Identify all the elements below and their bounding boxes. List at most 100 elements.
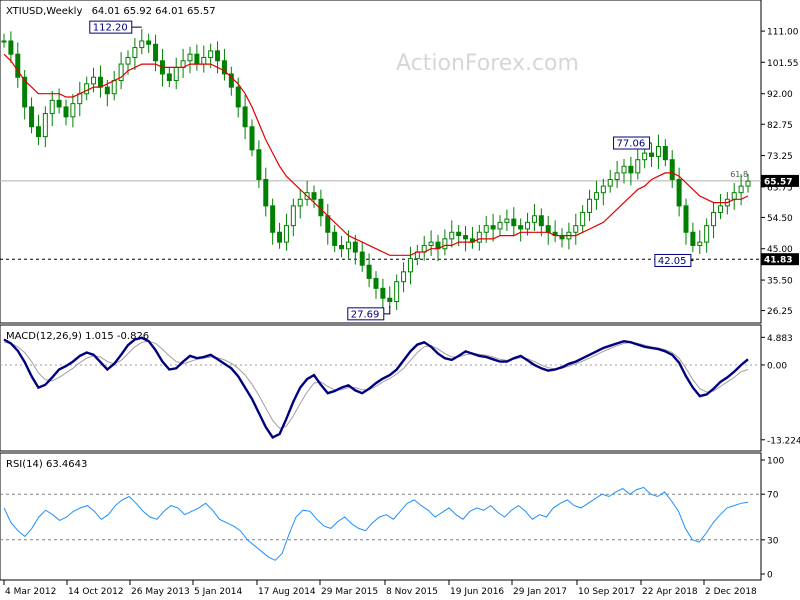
candle-body	[483, 225, 489, 233]
candle-body	[56, 99, 62, 108]
moving-average-line	[3, 53, 749, 256]
candle-body	[15, 53, 21, 78]
candle-body	[649, 152, 655, 157]
price-y-tick-label: 73.25	[767, 152, 793, 162]
candle-body	[504, 218, 510, 223]
macd-panel	[0, 324, 762, 452]
candle-body	[449, 231, 455, 240]
annotation-label: 42.05	[658, 256, 687, 267]
candle-body	[683, 205, 689, 233]
candle-body	[614, 172, 620, 180]
candle-body	[359, 251, 365, 266]
candle-body	[366, 264, 372, 279]
candle-body	[42, 113, 48, 138]
candle-body	[339, 244, 345, 250]
candle-body	[456, 231, 462, 237]
candle-body	[518, 225, 524, 230]
candle-body	[104, 86, 110, 95]
candle-body	[118, 63, 124, 82]
candle-body	[380, 287, 386, 299]
candle-body	[277, 231, 283, 243]
candle-body	[187, 53, 193, 62]
price-y-axis: 111.00 101.55 92.00 82.75 73.25 63.75 54.50 45.…	[761, 28, 799, 317]
candle-body	[263, 178, 269, 207]
candle-body	[256, 149, 262, 180]
candle-body	[593, 192, 599, 200]
x-tick-label: 10 Sep 2017	[578, 587, 635, 597]
candle-body	[463, 235, 469, 240]
candle-body	[738, 185, 744, 194]
candle-body	[580, 211, 586, 227]
level-label-box	[761, 174, 799, 187]
candle-body	[125, 56, 131, 65]
macd-y-tick-label: -13.224	[767, 436, 800, 446]
candle-body	[84, 83, 90, 95]
candle-body	[215, 50, 221, 62]
candle-body	[511, 218, 517, 227]
annotation-box	[613, 136, 651, 150]
price-y-tick-label: 92.00	[767, 90, 793, 100]
candle-body	[249, 126, 255, 151]
candle-body	[573, 225, 579, 233]
macd-y-tick-label: 0.00	[767, 361, 787, 371]
candle-body	[29, 106, 35, 128]
candle-body	[208, 50, 214, 58]
candle-body	[676, 178, 682, 207]
candle-body	[221, 60, 227, 75]
price-panel	[0, 0, 762, 324]
candle-body	[194, 53, 200, 65]
price-y-tick-label: 45.00	[767, 245, 793, 255]
candle-body	[35, 126, 41, 138]
candle-body	[270, 205, 276, 233]
symbol-label: XTIUSD,Weekly	[6, 6, 82, 17]
rsi-y-tick-label: 0	[767, 571, 773, 581]
candle-body	[697, 241, 703, 246]
candle-body	[325, 215, 331, 233]
level-label-box	[761, 253, 799, 266]
candle-body	[91, 76, 97, 85]
price-horizontal-levels: 65.57 41.83	[0, 174, 799, 266]
candle-body	[428, 241, 434, 246]
x-tick-label: 8 Nov 2015	[386, 587, 438, 597]
rsi-line	[3, 486, 749, 561]
candle-body	[70, 103, 76, 118]
rsi-y-tick-label: 70	[767, 491, 779, 501]
rsi-y-tick-label: 30	[767, 536, 779, 546]
candle-body	[77, 93, 83, 105]
candle-body	[139, 40, 145, 49]
x-tick-label: 5 Jan 2014	[194, 587, 242, 597]
watermark: ActionForex.com	[396, 51, 579, 76]
x-tick-label: 14 Oct 2012	[68, 587, 124, 597]
candle-body	[442, 238, 448, 250]
annotation-box	[654, 253, 692, 267]
candle-body	[490, 225, 496, 230]
candle-body	[704, 225, 710, 243]
ohlc-label: 64.01 65.92 64.01 65.57	[92, 6, 216, 17]
price-y-tick-label: 82.75	[767, 121, 793, 131]
candle-body	[228, 73, 234, 88]
candle-body	[731, 192, 737, 200]
candle-body	[173, 66, 179, 82]
candle-body	[201, 56, 207, 65]
x-tick-label: 4 Mar 2012	[5, 587, 56, 597]
candle-body	[97, 76, 103, 88]
price-y-tick-label: 63.75	[767, 183, 793, 193]
price-y-tick-label: 26.25	[767, 307, 793, 317]
candle-body	[290, 205, 296, 227]
price-y-tick-label: 35.50	[767, 277, 793, 287]
candle-body	[525, 221, 531, 230]
level-label: 65.57	[764, 177, 792, 187]
candle-body	[711, 211, 717, 227]
rsi-title: RSI(14) 63.4643	[6, 459, 87, 470]
x-tick-label: 22 Apr 2018	[642, 587, 698, 597]
candle-body	[132, 47, 138, 58]
candle-body	[669, 159, 675, 180]
candle-body	[153, 43, 159, 62]
rsi-y-tick-label: 100	[767, 457, 784, 467]
x-tick-label: 29 Jan 2017	[513, 587, 567, 597]
price-y-tick-label: 101.55	[767, 59, 799, 69]
candle-body	[690, 231, 696, 246]
candle-body	[373, 277, 379, 289]
macd-signal-line	[3, 340, 749, 429]
candle-body	[717, 205, 723, 213]
